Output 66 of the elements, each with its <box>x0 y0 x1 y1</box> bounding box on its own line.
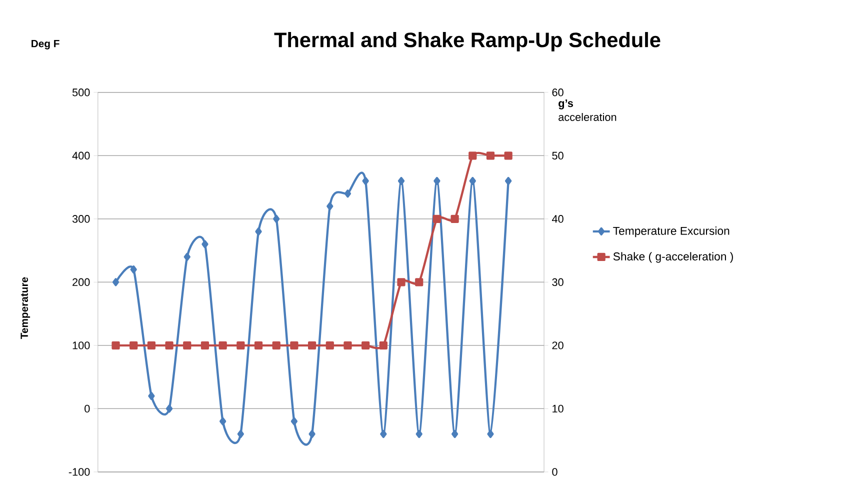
y-tick-label: 0 <box>84 404 90 413</box>
point <box>200 341 210 350</box>
point <box>272 341 280 350</box>
point <box>326 202 334 210</box>
y2-tick-label: 0 <box>552 468 558 476</box>
point <box>362 176 369 186</box>
y-axis-title: Temperature <box>20 277 30 340</box>
point <box>450 214 459 224</box>
y2-tick-label: 20 <box>552 342 564 350</box>
point <box>218 341 227 350</box>
y-tick-label: -100 <box>68 468 90 476</box>
y2-tick-label: 40 <box>552 215 564 223</box>
chart-title: Thermal and Shake Ramp-Up Schedule <box>274 32 660 52</box>
point <box>273 214 280 224</box>
point <box>415 278 424 286</box>
point <box>166 404 173 413</box>
point <box>255 228 262 236</box>
point <box>147 341 156 350</box>
point <box>254 341 263 350</box>
point <box>183 341 192 350</box>
legend-label: Temperature Excursion <box>613 226 730 238</box>
point <box>308 341 316 350</box>
point <box>416 430 422 438</box>
point <box>379 341 388 350</box>
point <box>237 430 244 438</box>
point <box>112 341 120 350</box>
y-tick-label: 300 <box>72 215 90 223</box>
y2-axis-title: g’s acceleration <box>558 100 616 122</box>
text: Deg F <box>32 40 60 50</box>
point <box>344 190 352 198</box>
point <box>362 341 370 350</box>
point <box>202 240 208 248</box>
point <box>344 341 352 350</box>
point <box>184 252 190 261</box>
y-tick-label: 100 <box>72 342 90 350</box>
point <box>130 341 138 350</box>
legend-label: Shake ( g-acceleration ) <box>613 252 733 263</box>
point <box>397 278 406 286</box>
point <box>326 341 334 350</box>
point <box>451 430 458 438</box>
point <box>432 214 442 224</box>
point <box>505 176 512 186</box>
point <box>504 152 512 160</box>
point <box>236 341 245 350</box>
point <box>290 341 298 350</box>
point <box>165 341 174 350</box>
y2-tick-label: 10 <box>552 404 564 413</box>
point <box>398 176 405 186</box>
point <box>112 278 120 286</box>
y-tick-label: 500 <box>72 88 90 96</box>
point <box>486 152 495 160</box>
y2-tick-label: 30 <box>552 278 564 286</box>
point <box>468 152 477 160</box>
point <box>290 417 298 426</box>
point <box>434 176 440 186</box>
point <box>469 176 476 186</box>
y-tick-label: 400 <box>72 152 90 160</box>
point <box>487 430 494 438</box>
y2-tick-label: 50 <box>552 152 564 160</box>
point <box>130 266 137 274</box>
point <box>308 430 316 438</box>
point <box>380 430 387 438</box>
y-tick-label: 200 <box>72 278 90 286</box>
point <box>220 417 226 426</box>
y2-tick-label: 60 <box>552 88 564 96</box>
point <box>148 392 155 400</box>
